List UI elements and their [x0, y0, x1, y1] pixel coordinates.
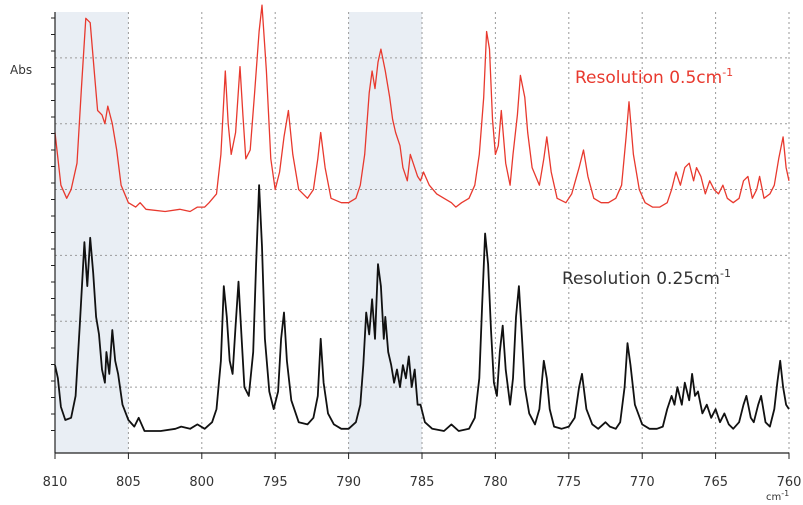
series-label-red-superscript: -1	[722, 66, 733, 79]
series-line-black	[54, 184, 790, 432]
series-label-black: Resolution 0.25cm-1	[562, 267, 731, 289]
x-unit-superscript: -1	[781, 489, 789, 498]
series-label-red-text: Resolution 0.5cm	[575, 68, 722, 88]
x-tick-label-775: 775	[556, 475, 581, 490]
series-label-red: Resolution 0.5cm-1	[575, 66, 733, 88]
highlight-band-1	[348, 12, 422, 453]
axes	[54, 12, 790, 459]
x-tick-label-785: 785	[410, 475, 435, 490]
x-tick-label-800: 800	[189, 475, 214, 490]
x-tick-label-805: 805	[116, 475, 141, 490]
series-label-black-superscript: -1	[720, 267, 731, 280]
x-tick-label-780: 780	[483, 475, 508, 490]
x-tick-label-790: 790	[336, 475, 361, 490]
x-tick-label-760: 760	[777, 475, 802, 490]
x-tick-label-765: 765	[703, 475, 728, 490]
x-unit-text: cm	[766, 492, 781, 503]
y-axis-ticks	[51, 17, 55, 431]
x-tick-label-810: 810	[43, 475, 68, 490]
highlight-band-0	[55, 12, 129, 453]
x-tick-labels: 810 805 800 795 790 785 780 775 770 765 760	[43, 475, 802, 490]
x-tick-label-770: 770	[630, 475, 655, 490]
highlight-bands	[55, 12, 422, 453]
grid-lines	[55, 12, 790, 453]
series-label-black-text: Resolution 0.25cm	[562, 269, 720, 289]
x-tick-label-795: 795	[263, 475, 288, 490]
series-line-red	[54, 4, 790, 213]
x-unit-label: cm-1	[766, 489, 789, 503]
y-axis-label: Abs	[10, 63, 32, 77]
series-layer	[54, 4, 790, 432]
